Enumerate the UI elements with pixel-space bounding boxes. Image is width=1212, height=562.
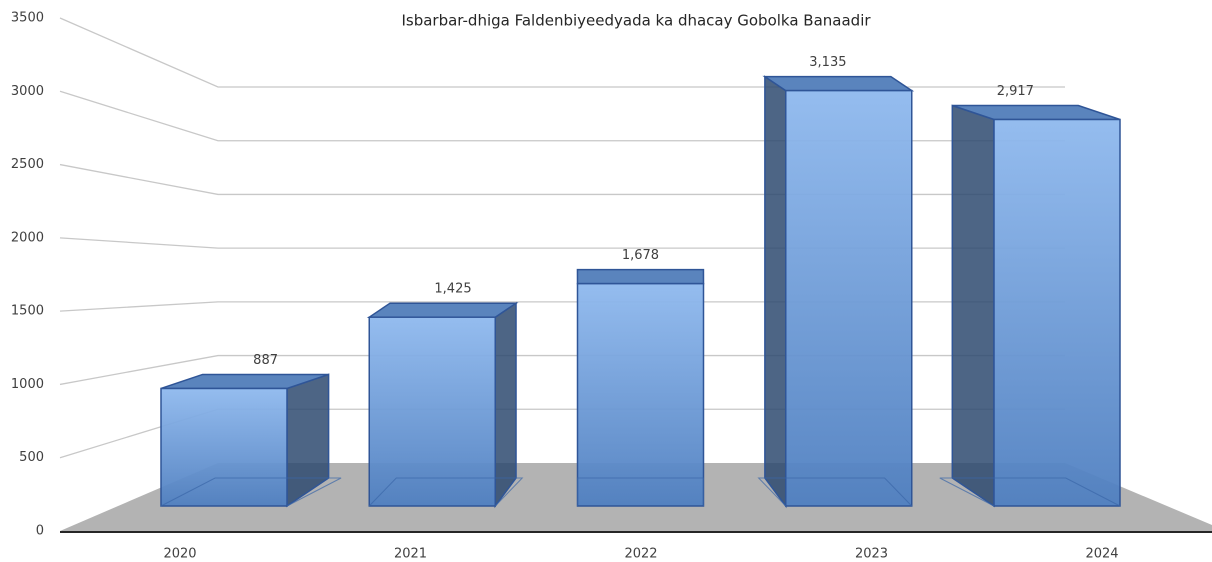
y-tick-label: 1000 <box>11 377 44 392</box>
value-label: 1,425 <box>434 282 471 297</box>
value-label: 3,135 <box>809 55 846 70</box>
y-tick-label: 500 <box>19 450 44 465</box>
y-tick-label: 2000 <box>11 230 44 245</box>
bars <box>160 75 1121 509</box>
bar <box>366 301 524 509</box>
grid-line <box>59 237 1065 249</box>
grid-line <box>59 163 1065 196</box>
y-tick-label: 3000 <box>11 84 44 99</box>
bar-front <box>368 316 496 507</box>
x-tick-label: 2024 <box>1085 547 1118 562</box>
y-tick-label: 3500 <box>11 11 44 26</box>
bar-front <box>160 387 288 507</box>
bar <box>939 104 1121 508</box>
bar-front <box>576 282 705 507</box>
bar-front <box>993 118 1121 507</box>
bar-inner <box>939 477 1121 507</box>
bar-top <box>576 268 705 285</box>
bar-top <box>366 302 519 318</box>
value-label: 1,678 <box>622 248 659 263</box>
chart-title: Isbarbar-dhiga Faldenbiyeedyada ka dhaca… <box>401 12 871 30</box>
bar <box>576 268 705 507</box>
bar-inner <box>576 477 704 507</box>
bar-inner <box>160 477 342 507</box>
x-tick-label: 2023 <box>855 547 888 562</box>
bar-inner <box>368 477 524 507</box>
bar-side <box>494 301 517 509</box>
bar-side <box>764 75 787 509</box>
grid-line <box>59 301 1065 312</box>
bar-front <box>785 89 913 507</box>
bar <box>757 75 915 509</box>
y-tick-label: 0 <box>36 524 44 539</box>
bar-side <box>951 104 995 508</box>
x-tick-label: 2022 <box>624 547 657 562</box>
grid-line <box>59 90 1065 142</box>
bar-top <box>762 75 915 92</box>
bar <box>160 373 342 508</box>
value-label: 2,917 <box>997 84 1034 99</box>
y-tick-label: 1500 <box>11 304 44 319</box>
y-tick-label: 2500 <box>11 157 44 172</box>
value-label: 887 <box>253 353 278 368</box>
x-tick-label: 2020 <box>163 547 196 562</box>
x-tick-label: 2021 <box>394 547 427 562</box>
bar-inner <box>757 477 913 507</box>
